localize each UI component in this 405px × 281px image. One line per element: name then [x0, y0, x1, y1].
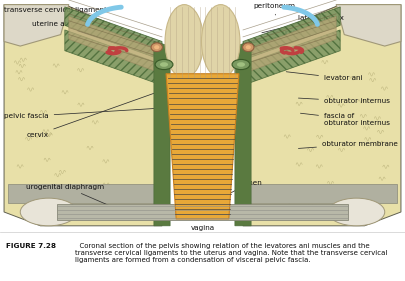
Polygon shape [243, 4, 401, 226]
Circle shape [237, 62, 245, 67]
Text: ureter: ureter [252, 30, 304, 43]
Text: FIGURE 7.28: FIGURE 7.28 [6, 243, 56, 249]
Text: transverse cervical ligament: transverse cervical ligament [4, 7, 107, 22]
Polygon shape [65, 7, 162, 60]
Polygon shape [336, 4, 401, 46]
Text: hymen: hymen [223, 180, 262, 197]
Text: obturator internus: obturator internus [298, 98, 390, 104]
Polygon shape [243, 184, 397, 203]
Polygon shape [8, 184, 162, 203]
Polygon shape [243, 7, 340, 60]
Text: cervix: cervix [26, 89, 168, 138]
Text: peritoneum: peritoneum [253, 3, 295, 15]
Polygon shape [4, 4, 69, 46]
Polygon shape [166, 74, 239, 219]
Ellipse shape [20, 198, 77, 226]
Ellipse shape [202, 4, 240, 78]
Circle shape [160, 62, 168, 67]
Text: Coronal section of the pelvis showing relation of the levatores ani muscles and : Coronal section of the pelvis showing re… [75, 243, 387, 262]
Text: fascia of
obturator internus: fascia of obturator internus [301, 113, 390, 126]
Polygon shape [154, 42, 170, 226]
Polygon shape [65, 30, 162, 85]
Circle shape [232, 60, 250, 70]
Text: levator ani: levator ani [286, 72, 362, 81]
Ellipse shape [243, 43, 254, 52]
Polygon shape [4, 4, 162, 226]
Ellipse shape [165, 4, 204, 78]
Text: lateral fornix: lateral fornix [262, 15, 343, 33]
Ellipse shape [151, 43, 162, 52]
Text: urogenital diaphragm: urogenital diaphragm [26, 184, 119, 210]
Circle shape [155, 60, 173, 70]
Ellipse shape [328, 198, 385, 226]
Ellipse shape [245, 45, 251, 49]
Text: pelvic fascia: pelvic fascia [4, 108, 155, 119]
Polygon shape [69, 16, 162, 74]
Text: vagina: vagina [190, 218, 215, 231]
Polygon shape [235, 42, 251, 226]
Polygon shape [243, 30, 340, 85]
Text: obturator membrane: obturator membrane [298, 141, 398, 148]
Polygon shape [57, 204, 348, 220]
Polygon shape [243, 16, 336, 74]
Ellipse shape [154, 45, 160, 49]
Text: uterine artery: uterine artery [32, 21, 121, 45]
